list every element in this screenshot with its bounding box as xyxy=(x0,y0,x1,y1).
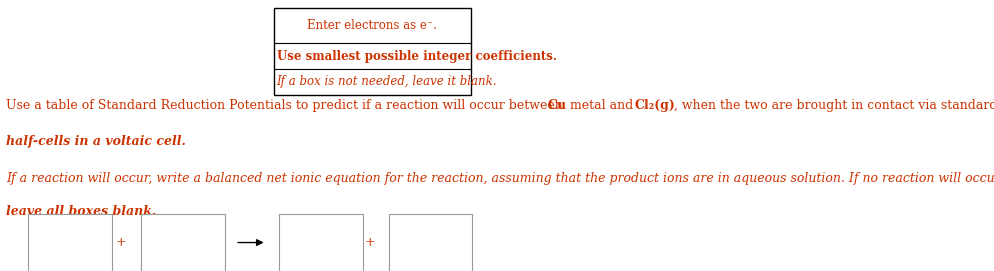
Text: If a box is not needed, leave it blank.: If a box is not needed, leave it blank. xyxy=(276,76,497,88)
Text: half-cells in a voltaic cell.: half-cells in a voltaic cell. xyxy=(6,136,186,149)
Text: , when the two are brought in contact via standard: , when the two are brought in contact vi… xyxy=(673,99,994,112)
Bar xyxy=(141,214,225,271)
Bar xyxy=(273,8,470,95)
Text: Cu: Cu xyxy=(547,99,566,112)
Text: Enter electrons as e⁻.: Enter electrons as e⁻. xyxy=(307,19,436,32)
Text: Use a table of Standard Reduction Potentials to predict if a reaction will occur: Use a table of Standard Reduction Potent… xyxy=(6,99,567,112)
Text: If a reaction will occur, write a balanced net ionic equation for the reaction, : If a reaction will occur, write a balanc… xyxy=(6,172,994,185)
Bar xyxy=(28,214,111,271)
Text: leave all boxes blank.: leave all boxes blank. xyxy=(6,205,156,218)
Bar xyxy=(279,214,362,271)
Bar xyxy=(389,214,471,271)
Text: +: + xyxy=(116,236,126,249)
Text: +: + xyxy=(365,236,375,249)
Text: metal and: metal and xyxy=(566,99,636,112)
Text: Cl₂(g): Cl₂(g) xyxy=(634,99,675,112)
Text: Use smallest possible integer coefficients.: Use smallest possible integer coefficien… xyxy=(276,50,556,63)
